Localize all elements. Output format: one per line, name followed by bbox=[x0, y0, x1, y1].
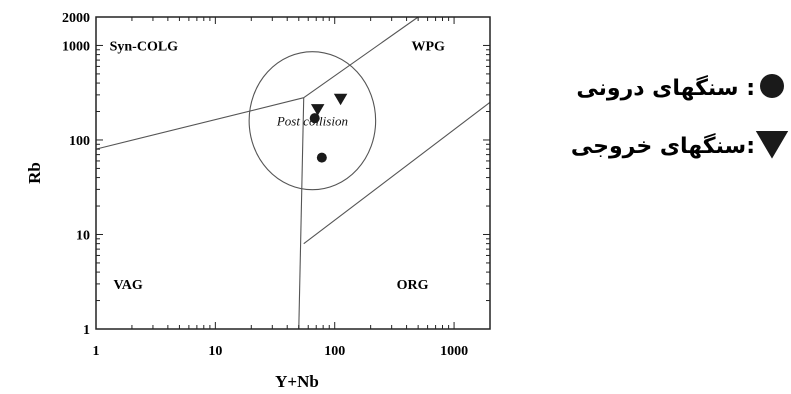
y-tick-label: 10 bbox=[76, 228, 90, 243]
data-point-circle bbox=[309, 113, 320, 124]
boundary-lines bbox=[95, 16, 491, 330]
x-axis-label: Y+Nb bbox=[275, 372, 319, 391]
x-tick-label: 1000 bbox=[440, 344, 468, 359]
data-point-triangle bbox=[310, 104, 325, 116]
region-label: VAG bbox=[113, 278, 142, 293]
axis-ticks: 1 10 100 1000 1 10 100 1000 2000 bbox=[62, 11, 491, 359]
x-tick-label: 1 bbox=[93, 344, 100, 359]
y-axis-label: Rb bbox=[25, 162, 44, 184]
boundary-line bbox=[303, 101, 491, 245]
legend: : سنگهای درونی :سنگهای خروجی bbox=[571, 74, 789, 159]
legend-entry-label: : سنگهای درونی bbox=[576, 74, 755, 101]
axis-labels: Y+Nb Rb bbox=[25, 162, 319, 391]
legend-marker-circle bbox=[760, 74, 784, 98]
boundary-line bbox=[298, 97, 305, 330]
region-label: Syn-COLG bbox=[110, 39, 179, 54]
plot-frame bbox=[95, 16, 491, 330]
x-tick-label: 10 bbox=[208, 344, 222, 359]
data-point-triangle bbox=[333, 93, 348, 106]
y-tick-label: 2000 bbox=[62, 11, 90, 26]
boundary-line bbox=[95, 97, 304, 150]
plot-area-border bbox=[95, 16, 491, 330]
legend-marker-triangle bbox=[755, 131, 789, 159]
region-label: ORG bbox=[397, 278, 429, 293]
y-tick-label: 1000 bbox=[62, 39, 90, 54]
y-tick-label: 1 bbox=[83, 323, 90, 338]
post-collision-ellipse bbox=[248, 51, 377, 191]
region-labels: Syn-COLG WPG VAG ORG bbox=[110, 39, 445, 292]
boundary-line bbox=[303, 16, 419, 99]
y-tick-label: 100 bbox=[69, 134, 90, 149]
x-tick-label: 100 bbox=[324, 344, 345, 359]
data-point-circle bbox=[316, 152, 327, 163]
data-points bbox=[309, 93, 348, 163]
region-label: WPG bbox=[412, 39, 446, 54]
legend-entry-label: :سنگهای خروجی bbox=[571, 132, 755, 159]
